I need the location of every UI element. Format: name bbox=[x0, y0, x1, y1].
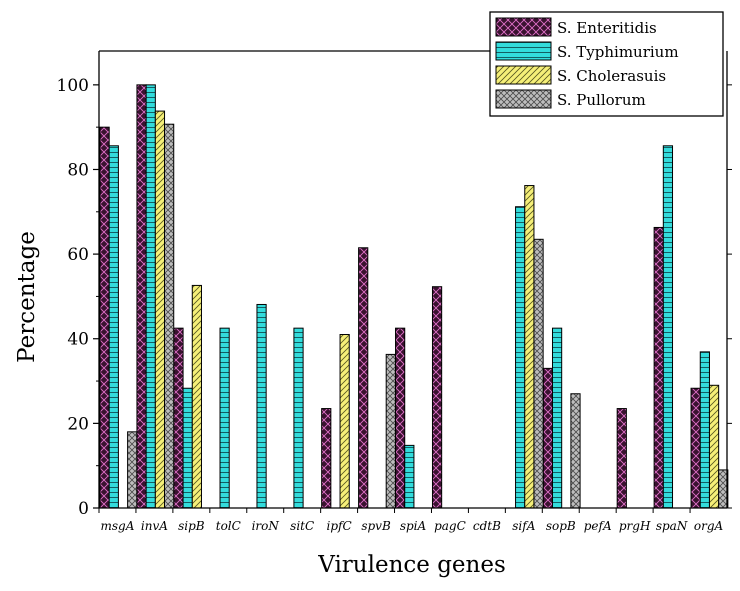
bar-s-typhimurium-invA bbox=[145, 84, 156, 509]
bar-s-pullorum-spvB bbox=[385, 353, 396, 509]
x-tick-label-ipfC: ipfC bbox=[327, 519, 352, 533]
bar-s-typhimurium-sitC bbox=[293, 327, 304, 509]
bar-s-enteritidis-sopB bbox=[542, 367, 553, 509]
bar-s-enteritidis-msgA bbox=[99, 126, 110, 509]
bar-s-enteritidis-spvB bbox=[358, 247, 369, 509]
y-tick-label: 100 bbox=[57, 76, 89, 96]
x-tick-label-spvB: spvB bbox=[361, 519, 391, 533]
axes-layer: 0 20 40 60 80 100 msgA invA sipB tolC iroN sitC ipfC… bbox=[57, 50, 732, 533]
bar-s-enteritidis-orgA bbox=[690, 387, 701, 509]
x-tick-label-spaN: spaN bbox=[656, 519, 688, 533]
legend-label: S. Enteritidis bbox=[557, 19, 657, 37]
x-tick-label-sopB: sopB bbox=[546, 519, 576, 533]
legend-swatch bbox=[495, 89, 552, 109]
bar-s-enteritidis-spiA bbox=[395, 327, 406, 509]
bar-s-typhimurium-tolC bbox=[219, 327, 230, 509]
bar-s-pullorum-sifA bbox=[533, 238, 544, 509]
legend-label: S. Cholerasuis bbox=[557, 67, 666, 85]
bar-s-enteritidis-pagC bbox=[431, 286, 443, 509]
y-tick-label: 20 bbox=[67, 414, 89, 434]
bar-s-pullorum-invA bbox=[164, 123, 175, 509]
bar-s-enteritidis-ipfC bbox=[321, 408, 332, 509]
x-tick-label-sipB: sipB bbox=[178, 519, 205, 533]
bar-s-typhimurium-sopB bbox=[551, 327, 563, 509]
y-tick-label: 80 bbox=[67, 160, 89, 180]
x-tick-label-msgA: msgA bbox=[101, 519, 135, 533]
x-tick-label-sifA: sifA bbox=[512, 519, 535, 533]
x-tick-label-prgH: prgH bbox=[619, 519, 651, 533]
x-tick-label-sitC: sitC bbox=[290, 519, 314, 533]
x-tick-label-iroN: iroN bbox=[252, 519, 280, 533]
bar-s-typhimurium-sifA bbox=[515, 206, 526, 509]
legend-swatch bbox=[495, 65, 552, 85]
bar-s-typhimurium-spaN bbox=[662, 145, 674, 509]
legend-swatch bbox=[495, 41, 552, 61]
x-tick-label-pefA: pefA bbox=[584, 519, 612, 533]
bar-s-pullorum-sopB bbox=[570, 393, 581, 509]
bar-s-cholerasuis-ipfC bbox=[339, 334, 350, 509]
bar-s-pullorum-msgA bbox=[127, 431, 138, 509]
y-tick-label: 0 bbox=[78, 499, 89, 519]
bar-s-cholerasuis-sipB bbox=[191, 284, 202, 509]
bar-s-enteritidis-spaN bbox=[653, 226, 664, 509]
bars-layer bbox=[99, 84, 729, 509]
y-axis-title: Percentage bbox=[14, 231, 40, 363]
legend-label: S. Pullorum bbox=[557, 91, 646, 109]
bar-s-enteritidis-prgH bbox=[616, 408, 627, 509]
x-tick-label-orgA: orgA bbox=[694, 519, 724, 533]
legend: S. Enteritidis S. Typhimurium S. Cholerasu… bbox=[489, 11, 724, 117]
bar-s-cholerasuis-orgA bbox=[708, 384, 720, 509]
x-tick-label-invA: invA bbox=[141, 519, 168, 533]
x-tick-label-pagC: pagC bbox=[434, 519, 466, 533]
y-tick-label: 40 bbox=[67, 330, 89, 350]
bar-s-cholerasuis-invA bbox=[154, 110, 166, 509]
x-axis-title: Virulence genes bbox=[317, 552, 506, 578]
x-tick-label-tolC: tolC bbox=[216, 519, 241, 533]
bar-s-cholerasuis-sifA bbox=[524, 185, 535, 509]
bar-s-enteritidis-invA bbox=[136, 84, 147, 509]
bar-s-enteritidis-sipB bbox=[173, 327, 184, 509]
legend-swatch bbox=[495, 17, 552, 37]
bar-s-typhimurium-spiA bbox=[404, 444, 415, 509]
x-tick-label-cdtB: cdtB bbox=[473, 519, 501, 533]
legend-label: S. Typhimurium bbox=[557, 43, 679, 61]
bar-s-typhimurium-orgA bbox=[699, 351, 710, 509]
bar-s-typhimurium-sipB bbox=[182, 387, 193, 509]
y-tick-label: 60 bbox=[67, 245, 89, 265]
bar-s-typhimurium-iroN bbox=[256, 303, 267, 509]
x-tick-label-spiA: spiA bbox=[400, 519, 427, 533]
bar-s-typhimurium-msgA bbox=[108, 145, 119, 509]
